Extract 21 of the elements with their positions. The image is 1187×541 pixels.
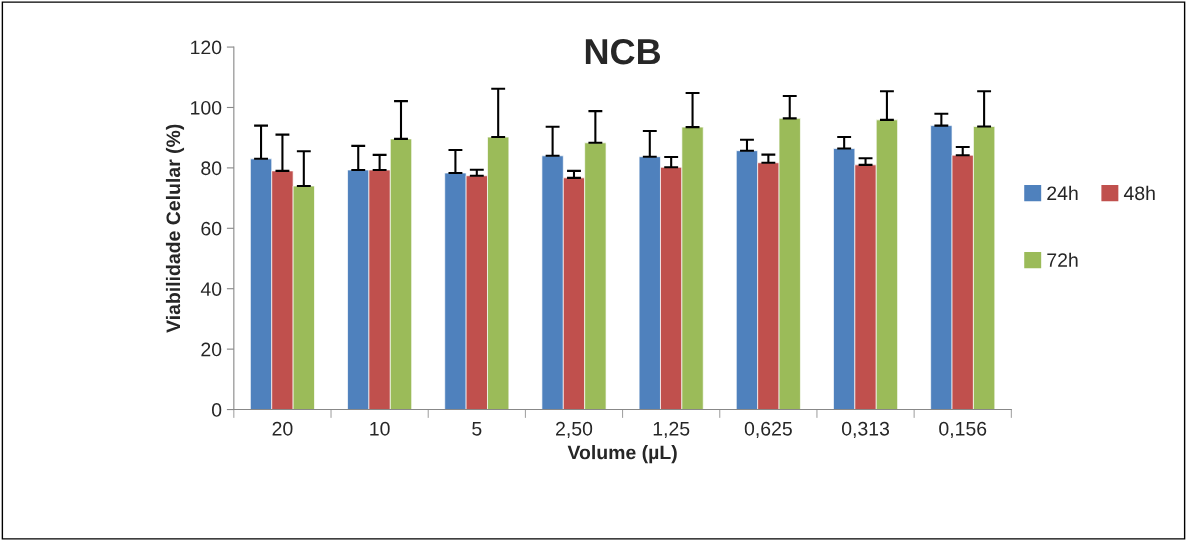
legend-label: 48h <box>1123 185 1155 201</box>
legend-label: 72h <box>1047 252 1078 267</box>
x-tick-label: 0,156 <box>939 421 987 438</box>
x-tick-label: 5 <box>472 422 482 436</box>
y-tick-label: 20 <box>201 342 222 357</box>
y-tick-label: 40 <box>200 282 222 296</box>
chart-title: NCB <box>585 38 661 65</box>
x-tick-label: 0,625 <box>744 421 792 438</box>
y-tick-label: 120 <box>191 40 222 55</box>
x-tick-label: 20 <box>272 421 293 436</box>
x-tick-label: 1,25 <box>653 421 690 438</box>
y-tick-label: 100 <box>191 100 222 115</box>
y-tick-label: 0 <box>211 403 222 417</box>
x-tick-label: 0,313 <box>841 421 890 438</box>
y-tick-label: 80 <box>201 161 222 176</box>
x-tick-label: 2,50 <box>556 421 593 438</box>
y-tick-label: 60 <box>201 221 222 236</box>
x-axis-title: Volume (µL) <box>567 445 677 464</box>
x-tick-label: 10 <box>370 421 390 436</box>
legend-label: 24h <box>1047 185 1078 200</box>
y-axis-title: Viabilidade Celular (%) <box>165 124 185 333</box>
